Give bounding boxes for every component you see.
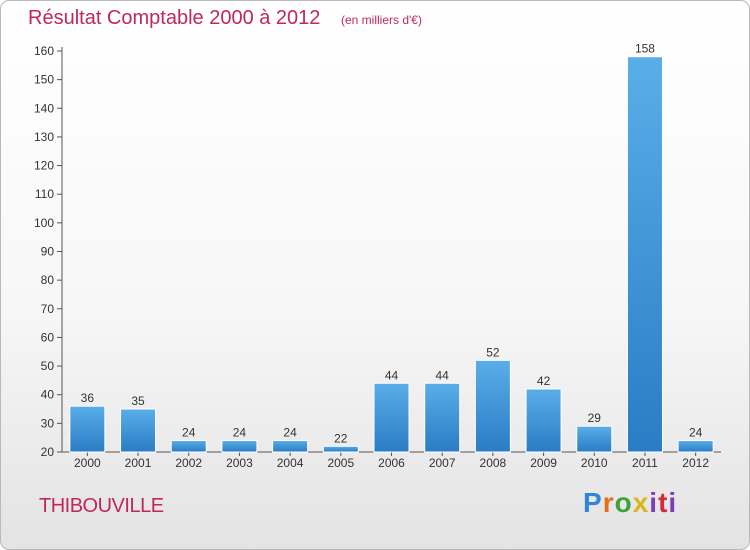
data-label: 24 bbox=[182, 426, 196, 440]
y-tick-label: 130 bbox=[34, 130, 54, 144]
bar bbox=[170, 440, 207, 453]
x-tick-label: 2009 bbox=[530, 456, 557, 470]
chart-subtitle: (en milliers d'€) bbox=[341, 13, 422, 27]
y-tick-label: 20 bbox=[41, 445, 55, 459]
data-label: 22 bbox=[334, 431, 348, 445]
y-tick-label: 80 bbox=[41, 273, 55, 287]
x-tick-label: 2003 bbox=[226, 456, 253, 470]
data-label: 52 bbox=[486, 345, 500, 359]
y-tick-label: 70 bbox=[41, 302, 55, 316]
y-tick-label: 50 bbox=[41, 359, 55, 373]
data-label: 24 bbox=[689, 426, 703, 440]
place-name: THIBOUVILLE bbox=[39, 495, 164, 517]
data-label: 42 bbox=[537, 374, 551, 388]
y-tick-label: 40 bbox=[41, 388, 55, 402]
x-tick-label: 2006 bbox=[378, 456, 405, 470]
bar bbox=[373, 382, 410, 453]
y-tick-label: 30 bbox=[41, 416, 55, 430]
bar bbox=[221, 440, 258, 453]
data-label: 29 bbox=[588, 411, 602, 425]
y-tick-label: 140 bbox=[34, 101, 54, 115]
x-tick-label: 2005 bbox=[327, 456, 354, 470]
bar bbox=[576, 425, 613, 453]
data-label: 44 bbox=[436, 368, 450, 382]
x-tick-label: 2002 bbox=[175, 456, 202, 470]
data-label: 24 bbox=[283, 426, 297, 440]
bar bbox=[69, 405, 106, 453]
x-tick-label: 2001 bbox=[125, 456, 152, 470]
x-tick-label: 2011 bbox=[632, 456, 658, 470]
data-label: 36 bbox=[81, 391, 95, 405]
x-tick-label: 2008 bbox=[480, 456, 507, 470]
bar bbox=[626, 56, 663, 453]
bar bbox=[272, 440, 309, 453]
data-label: 35 bbox=[131, 394, 145, 408]
data-label: 24 bbox=[233, 426, 247, 440]
y-tick-label: 110 bbox=[35, 187, 54, 201]
y-tick-label: 90 bbox=[41, 245, 55, 259]
bar bbox=[322, 445, 359, 453]
x-tick-label: 2010 bbox=[581, 456, 608, 470]
chart-title: Résultat Comptable 2000 à 2012 bbox=[28, 7, 321, 29]
data-label: 158 bbox=[635, 42, 655, 56]
y-tick-label: 160 bbox=[34, 44, 54, 58]
x-tick-label: 2004 bbox=[277, 456, 304, 470]
y-tick-label: 120 bbox=[34, 159, 54, 173]
bar bbox=[474, 359, 511, 453]
bar bbox=[424, 382, 461, 453]
y-tick-label: 150 bbox=[34, 73, 54, 87]
data-label: 44 bbox=[385, 368, 399, 382]
y-tick-label: 100 bbox=[34, 216, 54, 230]
x-tick-label: 2012 bbox=[682, 456, 709, 470]
bars bbox=[69, 56, 714, 453]
data-labels: 36 35 24 24 24 22 44 44 52 42 29 158 24 bbox=[81, 42, 703, 446]
bar bbox=[677, 440, 714, 453]
y-tick-label: 60 bbox=[41, 330, 55, 344]
bar bbox=[525, 388, 562, 453]
bar bbox=[120, 408, 157, 453]
x-tick-label: 2007 bbox=[429, 456, 456, 470]
x-tick-label: 2000 bbox=[74, 456, 101, 470]
proxiti-logo: Proxiti bbox=[583, 487, 678, 518]
